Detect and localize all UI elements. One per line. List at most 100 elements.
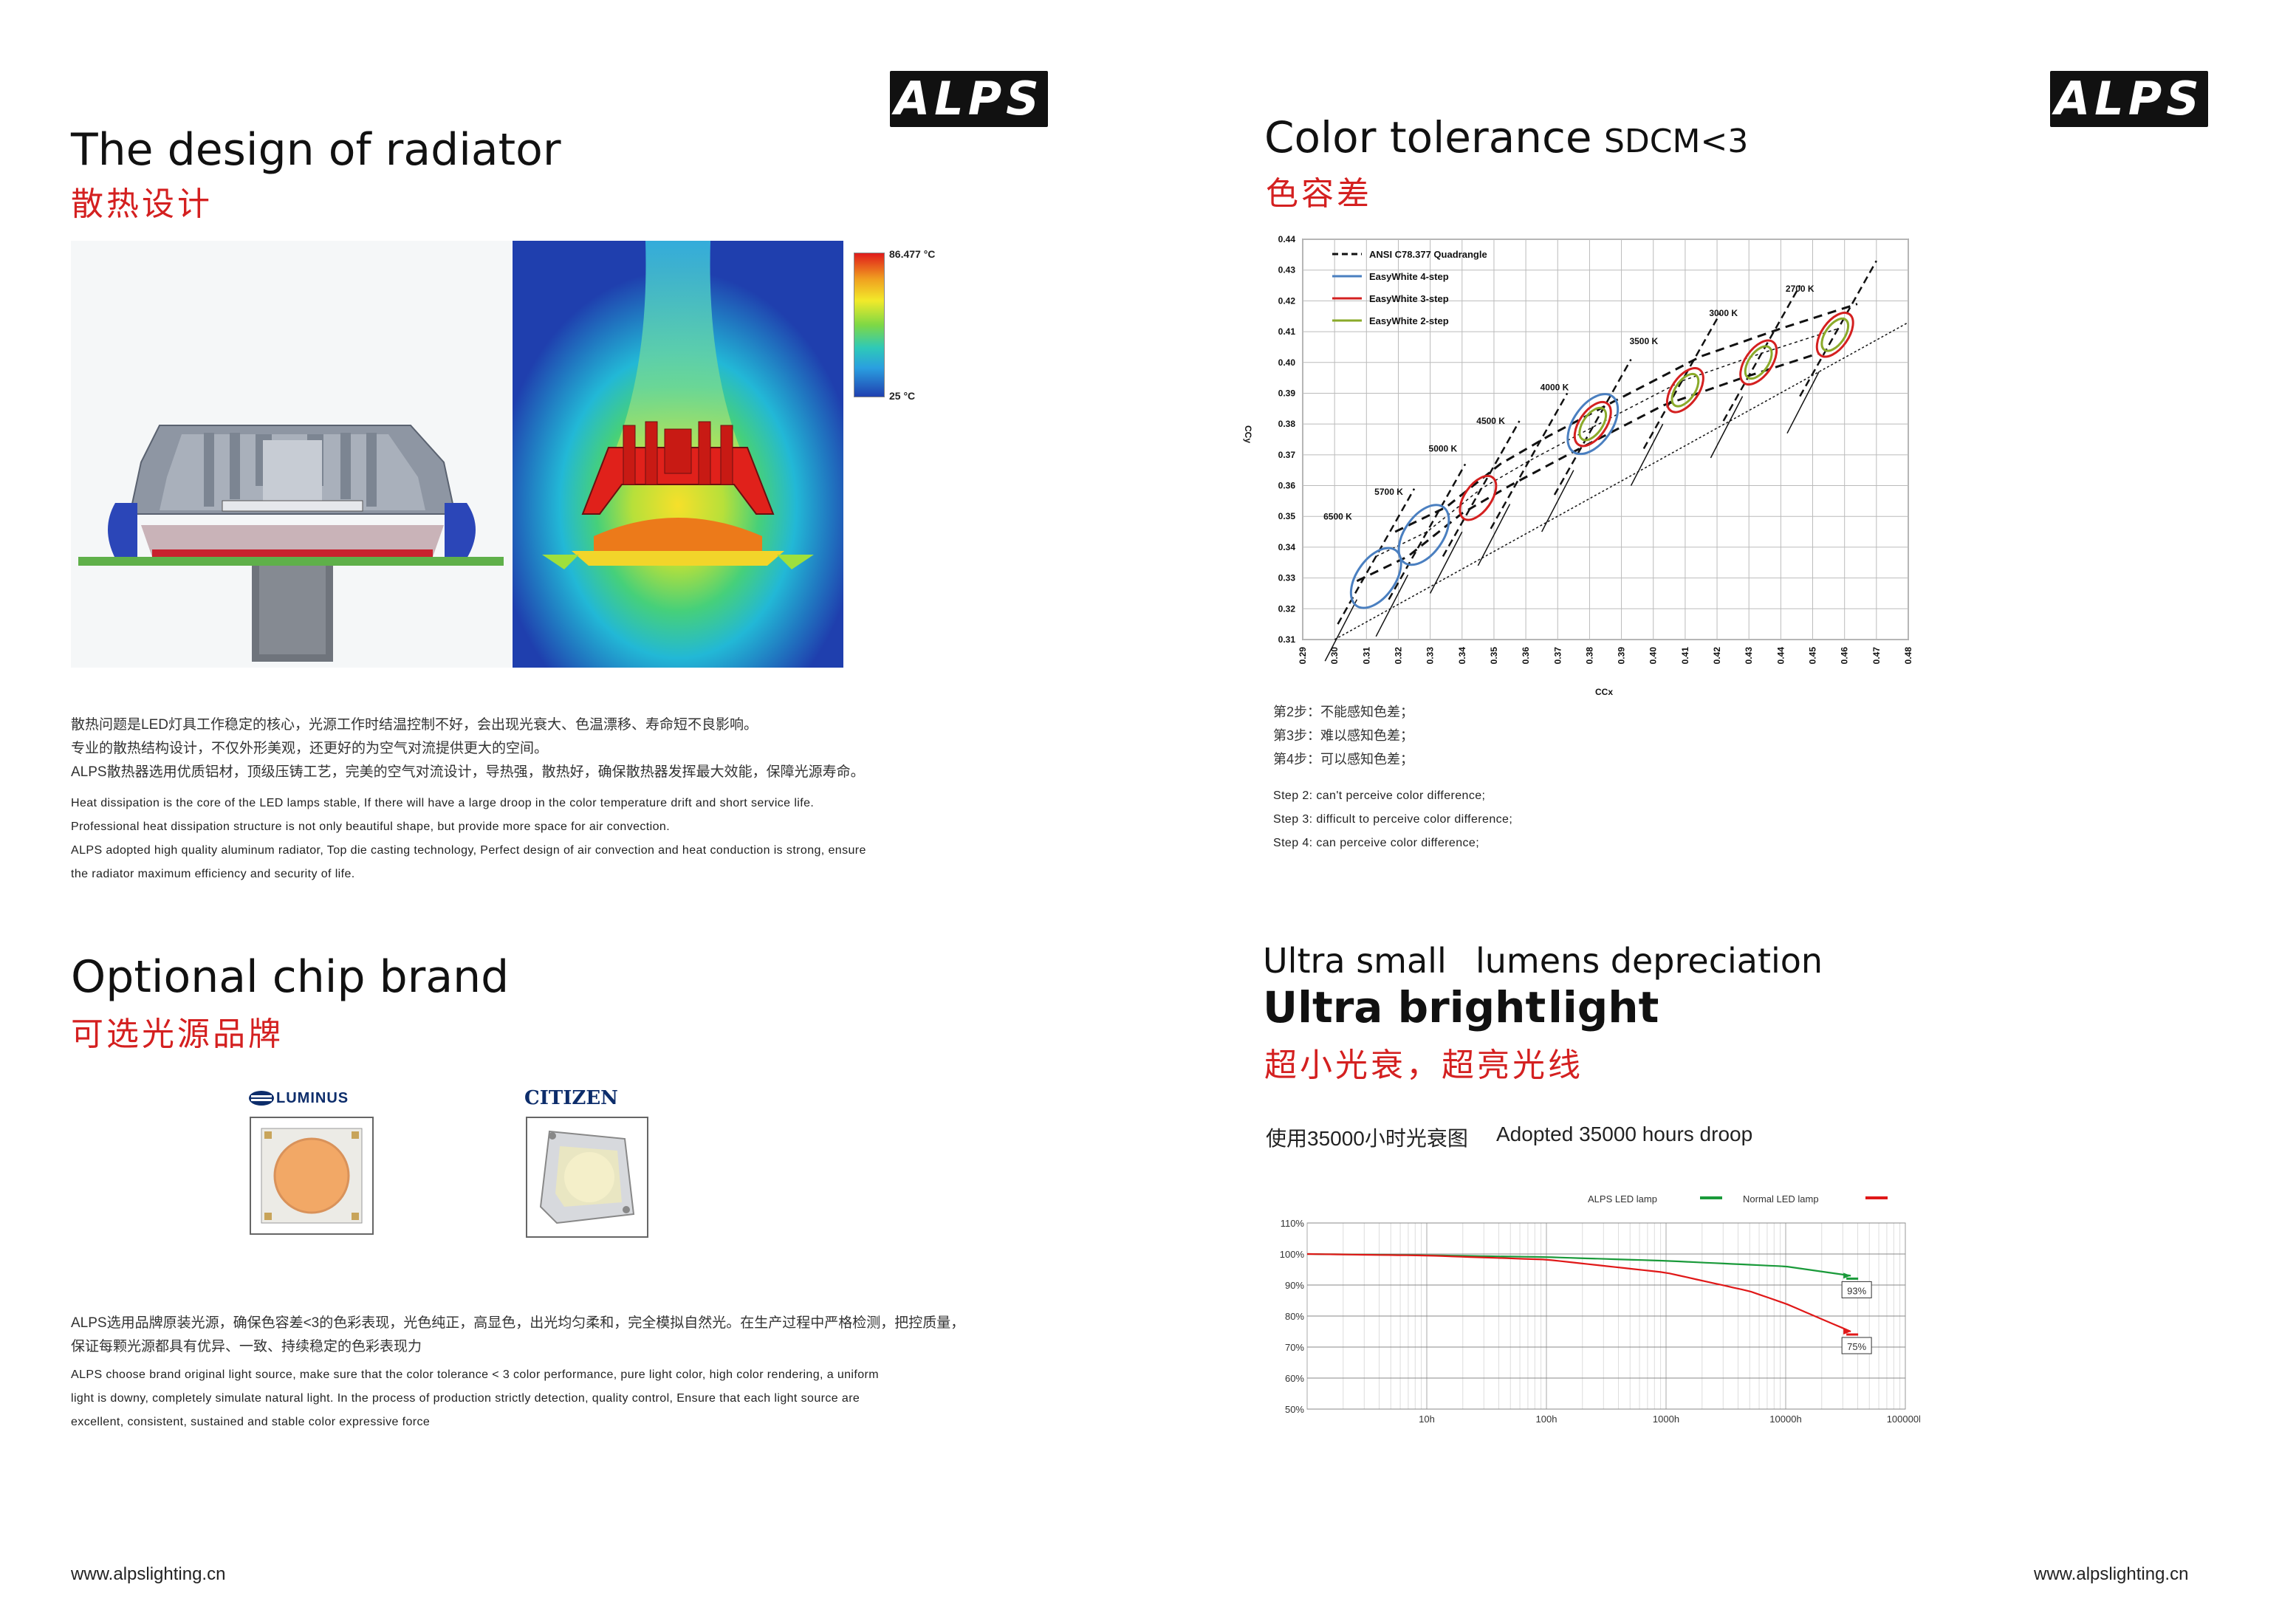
macadam-ellipse-2-step: [1744, 345, 1773, 380]
website-url-right[interactable]: www.alpslighting.cn: [2034, 1564, 2189, 1584]
y-tick-label: 0.32: [1278, 603, 1296, 614]
chip-brand-title: Optional chip brand: [71, 951, 510, 1003]
y-tick-label: 0.41: [1278, 326, 1296, 337]
cct-isotherm: [1799, 260, 1877, 397]
thermal-color-scale: [854, 253, 885, 397]
text-line: ALPS adopted high quality aluminum radia…: [71, 844, 866, 857]
annotation-label: 93%: [1847, 1285, 1866, 1296]
legend-label: EasyWhite 3-step: [1369, 293, 1449, 304]
series-arrow: [1843, 1329, 1851, 1335]
sdcm-label: SDCM<3: [1604, 123, 1749, 160]
cct-tick-line: [1477, 504, 1511, 566]
radiator-title-cn: 散热设计: [71, 186, 213, 222]
luminus-brand: LUMINUS: [276, 1090, 349, 1106]
text-line: Heat dissipation is the core of the LED …: [71, 797, 815, 809]
thermal-simulation-image: [513, 241, 843, 668]
step-cn-line: 第2步：不能感知色差；: [1273, 705, 1414, 719]
y-tick-label: 0.39: [1278, 388, 1296, 398]
lumen-line1-b: lumens depreciation: [1476, 941, 1823, 981]
cct-label: 4000 K: [1541, 382, 1569, 392]
macadam-ellipse-3-step: [1815, 312, 1854, 358]
y-tick-label: 0.40: [1278, 357, 1296, 368]
y-tick-label: 0.37: [1278, 450, 1296, 460]
x-tick-label: 0.42: [1712, 647, 1722, 665]
series-arrow: [1843, 1272, 1851, 1279]
legend-label: ALPS LED lamp: [1588, 1193, 1657, 1205]
cct-tick-line: [1710, 396, 1744, 459]
color-tolerance-title-cn: 色容差: [1266, 176, 1372, 212]
x-tick-label: 0.40: [1648, 647, 1659, 665]
text-line: 保证每颗光源都具有优异、一致、持续稳定的色彩表现力: [71, 1339, 422, 1354]
radiator-title: The design of radiator: [71, 124, 561, 176]
luminus-chip-image: [250, 1117, 374, 1235]
step-cn-line: 第4步：可以感知色差；: [1273, 752, 1414, 767]
alps-logo-left: ALPS: [890, 71, 1048, 127]
legend-label: Normal LED lamp: [1743, 1193, 1819, 1205]
text-line: ALPS choose brand original light source,…: [71, 1368, 879, 1381]
macadam-ellipse-3-step: [1739, 339, 1778, 386]
x-tick-label: 0.41: [1680, 647, 1690, 665]
x-tick-label: 0.48: [1903, 647, 1913, 665]
cct-isotherm: [1388, 463, 1467, 600]
thermal-max-label: 86.477 °C: [889, 248, 936, 260]
lumen-depreciation-chart: 50% 60% 70% 80% 90% 100% 110% 10h 100h 1000h 10000…: [1255, 1185, 1925, 1436]
x-tick-label: 0.32: [1393, 647, 1403, 665]
cct-label: 3000 K: [1709, 308, 1738, 318]
ccx-axis-label: CCx: [1595, 687, 1613, 697]
chromaticity-chart: 0.29 0.30 0.31 0.32 0.33 0.34 0.35 0.36 0.37 0.38…: [1235, 233, 1929, 706]
annotation-box: [1841, 1337, 1872, 1354]
cct-tick-line: [1375, 575, 1409, 637]
x-tick-label: 0.37: [1552, 647, 1563, 665]
macadam-ellipse-2-step: [1820, 317, 1850, 352]
x-tick-label: 0.29: [1298, 647, 1308, 665]
steps-en: Step 2: can't perceive color difference;…: [1273, 784, 1512, 855]
lumen-caption-cn: 使用35000小时光衰图: [1266, 1127, 1468, 1150]
legend-label: ANSI C78.377 Quadrangle: [1369, 249, 1487, 260]
y-tick-label: 0.35: [1278, 511, 1296, 521]
chip-en-text: ALPS choose brand original light source,…: [71, 1363, 879, 1434]
cct-isotherm: [1442, 420, 1521, 558]
y-tick-label: 0.42: [1278, 295, 1296, 306]
cct-tick-line: [1541, 470, 1574, 532]
cct-label: 5000 K: [1429, 444, 1458, 454]
text-line: ALPS散热器选用优质铝材，顶级压铸工艺，完美的空气对流设计，导热强，散热好，确…: [71, 764, 865, 780]
x-tick-label: 0.31: [1361, 647, 1371, 665]
x-tick-label: 0.34: [1457, 647, 1467, 665]
text-line: ALPS选用品牌原装光源，确保色容差<3的色彩表现，光色纯正，高显色，出光均匀柔…: [71, 1315, 965, 1331]
cct-label: 4500 K: [1476, 416, 1505, 426]
text-line: 专业的散热结构设计，不仅外形美观，还更好的为空气对流提供更大的空间。: [71, 741, 549, 756]
macadam-ellipse-4-step: [1349, 547, 1402, 609]
y-tick-label: 50%: [1285, 1404, 1304, 1415]
steps-cn: 第2步：不能感知色差； 第3步：难以感知色差； 第4步：可以感知色差；: [1273, 700, 1413, 771]
cct-label: 5700 K: [1374, 487, 1403, 497]
cct-isotherm: [1722, 284, 1801, 422]
x-tick-label: 0.35: [1489, 647, 1499, 665]
x-tick-label: 0.47: [1871, 647, 1882, 665]
cct-label: 6500 K: [1323, 511, 1352, 521]
cct-tick-line: [1429, 531, 1463, 594]
cct-label: 2700 K: [1786, 284, 1814, 294]
cct-tick-line: [1630, 423, 1664, 486]
x-tick-label: 10000h: [1769, 1414, 1801, 1425]
lumen-line1-a: Ultra small: [1263, 941, 1447, 981]
radiator-section-image: [71, 241, 511, 668]
y-tick-label: 0.43: [1278, 265, 1296, 275]
macadam-ellipse-2-step: [1670, 372, 1700, 408]
x-tick-label: 0.44: [1775, 647, 1786, 665]
y-tick-label: 0.33: [1278, 573, 1296, 583]
macadam-ellipse-2-step: [1578, 406, 1608, 442]
macadam-ellipse-3-step: [1573, 400, 1612, 448]
macadam-ellipse-3-step: [1665, 367, 1704, 414]
citizen-brand: CITIZEN: [524, 1087, 618, 1109]
y-tick-label: 90%: [1285, 1280, 1304, 1291]
x-tick-label: 100h: [1536, 1414, 1557, 1425]
y-tick-label: 70%: [1285, 1342, 1304, 1353]
website-url-left[interactable]: www.alpslighting.cn: [71, 1564, 226, 1584]
luminus-logo-icon: [248, 1090, 275, 1106]
lumen-line2-b: light: [1548, 982, 1659, 1032]
series-line: [1306, 1253, 1851, 1333]
thermal-min-label: 25 °C: [889, 390, 916, 402]
y-tick-label: 80%: [1285, 1311, 1304, 1322]
annotation-box: [1841, 1281, 1872, 1298]
lumen-title-cn: 超小光衰，超亮光线: [1264, 1047, 1583, 1083]
